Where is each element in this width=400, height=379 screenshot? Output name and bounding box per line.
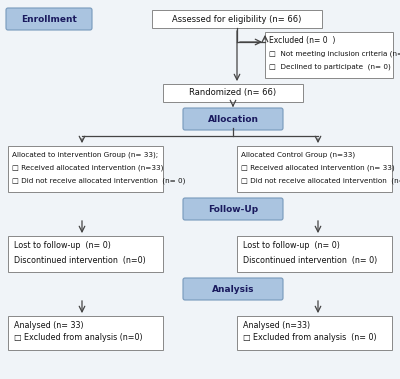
Text: □ Received allocated intervention (n=33): □ Received allocated intervention (n=33) [12,165,163,171]
Text: □ Did not receive allocated intervention  (n=0): □ Did not receive allocated intervention… [241,178,400,184]
FancyBboxPatch shape [183,198,283,220]
Text: Follow-Up: Follow-Up [208,205,258,213]
Text: Allocation: Allocation [208,114,258,124]
Text: Allocated Control Group (n=33): Allocated Control Group (n=33) [241,152,355,158]
FancyBboxPatch shape [8,236,163,272]
Text: □ Did not receive allocated intervention  (n= 0): □ Did not receive allocated intervention… [12,178,185,184]
Text: □ Received allocated intervention (n= 33): □ Received allocated intervention (n= 33… [241,165,395,171]
Text: □  Declined to participate  (n= 0): □ Declined to participate (n= 0) [269,64,391,70]
FancyBboxPatch shape [237,316,392,350]
Text: Discontinued intervention  (n= 0): Discontinued intervention (n= 0) [243,255,377,265]
Text: □  Not meeting inclusion criteria (n= 0): □ Not meeting inclusion criteria (n= 0) [269,51,400,57]
Text: □ Excluded from analysis  (n= 0): □ Excluded from analysis (n= 0) [243,334,377,343]
FancyBboxPatch shape [183,108,283,130]
FancyBboxPatch shape [237,146,392,192]
FancyBboxPatch shape [183,278,283,300]
FancyBboxPatch shape [265,32,393,78]
FancyBboxPatch shape [152,10,322,28]
Text: Enrollment: Enrollment [21,14,77,23]
FancyBboxPatch shape [163,84,303,102]
Text: Randomized (n= 66): Randomized (n= 66) [190,89,276,97]
Text: Analysed (n= 33): Analysed (n= 33) [14,321,84,329]
Text: Lost to follow-up  (n= 0): Lost to follow-up (n= 0) [14,241,111,251]
Text: Analysis: Analysis [212,285,254,293]
Text: Allocated to intervention Group (n= 33);: Allocated to intervention Group (n= 33); [12,152,158,158]
Text: Lost to follow-up  (n= 0): Lost to follow-up (n= 0) [243,241,340,251]
FancyBboxPatch shape [6,8,92,30]
Text: □ Excluded from analysis (n=0): □ Excluded from analysis (n=0) [14,334,143,343]
Text: Analysed (n=33): Analysed (n=33) [243,321,310,329]
Text: Assessed for eligibility (n= 66): Assessed for eligibility (n= 66) [172,14,302,23]
FancyBboxPatch shape [237,236,392,272]
Text: Excluded (n= 0  ): Excluded (n= 0 ) [269,36,335,45]
FancyBboxPatch shape [8,316,163,350]
Text: Discontinued intervention  (n=0): Discontinued intervention (n=0) [14,255,146,265]
FancyBboxPatch shape [8,146,163,192]
